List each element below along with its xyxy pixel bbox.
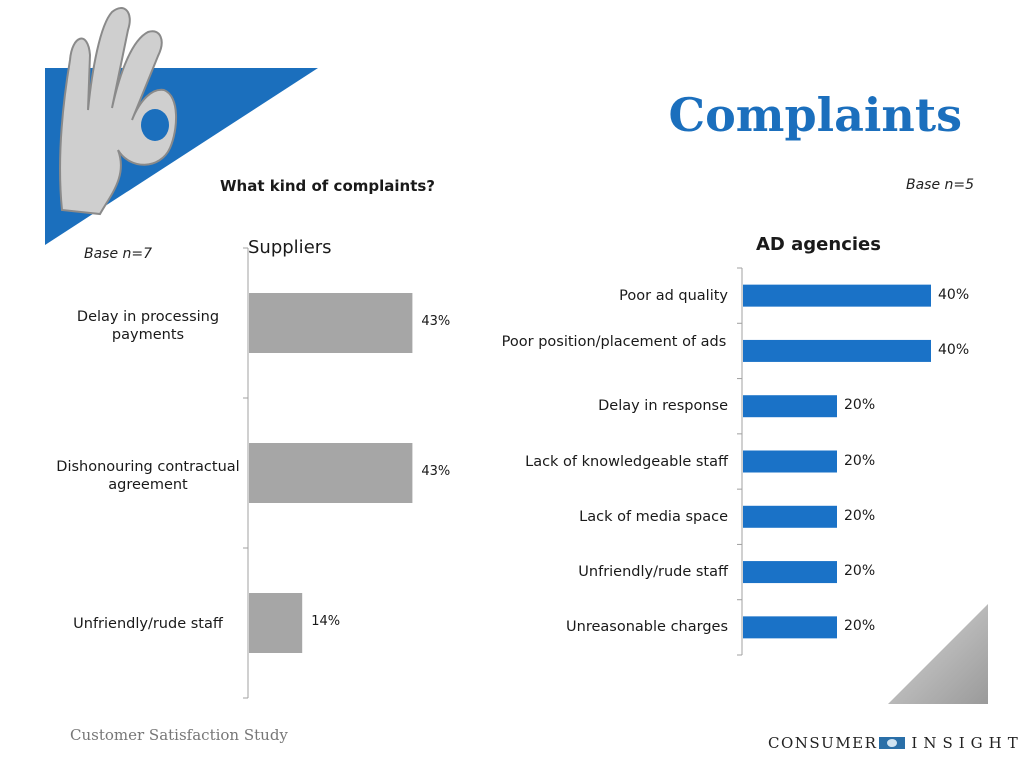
- ad-agencies-value-label: 20%: [844, 563, 876, 580]
- logo-text-left: CONSUMER: [768, 734, 878, 752]
- suppliers-bar: [249, 443, 413, 503]
- hand-ok-graphic: [45, 7, 318, 245]
- suppliers-value-label: 14%: [311, 614, 341, 629]
- ad-agencies-value-label: 20%: [844, 618, 876, 635]
- suppliers-category-label: Delay in processing payments: [76, 309, 220, 343]
- ad-agencies-category-label: Unfriendly/rude staff: [578, 564, 728, 581]
- footer-study-name: Customer Satisfaction Study: [70, 726, 288, 744]
- suppliers-value-label: 43%: [421, 314, 451, 329]
- ad-agencies-bar: [743, 616, 837, 639]
- company-logo: CONSUMER INSIGHT: [768, 734, 1024, 752]
- logo-text-right: INSIGHT: [911, 734, 1024, 752]
- ad-agencies-value-label: 40%: [938, 341, 970, 358]
- suppliers-category-label: Unfriendly/rude staff: [73, 616, 223, 632]
- ad-agencies-category-label: Poor ad quality: [619, 287, 728, 304]
- ad-agencies-chart-title: AD agencies: [756, 234, 881, 255]
- eye-icon: [879, 737, 906, 749]
- ad-agencies-value-label: 20%: [844, 452, 876, 469]
- suppliers-bar: [249, 293, 413, 353]
- corner-triangle-graphic: [888, 604, 988, 704]
- ad-agencies-category-label: Poor position/placement of ads: [501, 333, 727, 350]
- survey-question: What kind of complaints?: [220, 177, 435, 195]
- suppliers-base-note: Base n=7: [84, 246, 153, 262]
- slide-title: Complaints: [668, 88, 962, 142]
- ad-agencies-category-label: Lack of knowledgeable staff: [525, 453, 728, 470]
- ad-agencies-category-label: Lack of media space: [579, 508, 728, 525]
- suppliers-category-label: Dishonouring contractual agreement: [56, 459, 240, 493]
- ad-agencies-value-label: 20%: [844, 507, 876, 524]
- suppliers-chart-title: Suppliers: [248, 237, 332, 258]
- ad-agencies-category-label: Unreasonable charges: [566, 619, 728, 636]
- ad-agencies-value-label: 40%: [938, 286, 970, 303]
- ad-agencies-base-note: Base n=5: [906, 177, 975, 193]
- ad-agencies-value-label: 20%: [844, 397, 876, 414]
- ad-agencies-bar: [743, 450, 837, 473]
- ad-agencies-category-label: Delay in response: [598, 398, 728, 415]
- ad-agencies-bar: [743, 284, 931, 307]
- ad-agencies-bar: [743, 561, 837, 584]
- ad-agencies-bar: [743, 395, 837, 418]
- ad-agencies-bar: [743, 339, 931, 362]
- ad-agencies-bar: [743, 505, 837, 528]
- suppliers-value-label: 43%: [421, 464, 451, 479]
- suppliers-bar: [249, 593, 303, 653]
